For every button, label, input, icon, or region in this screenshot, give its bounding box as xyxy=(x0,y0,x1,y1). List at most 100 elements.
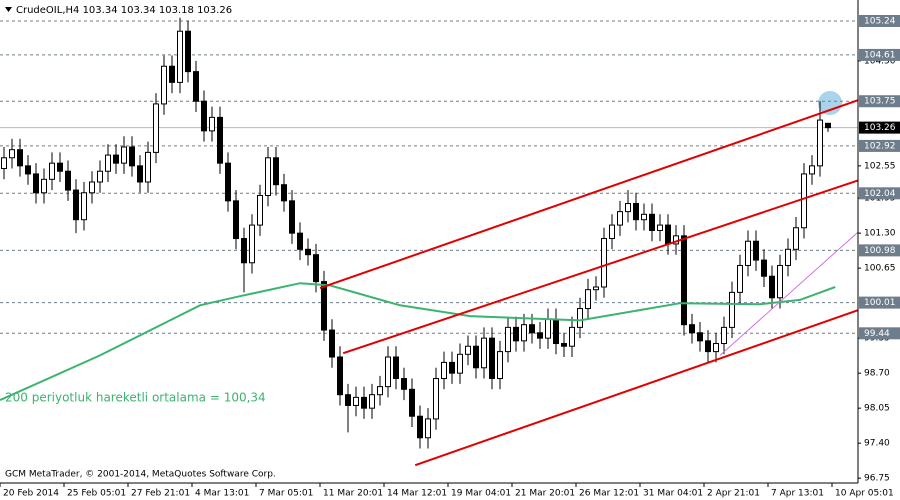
candle-body xyxy=(121,146,127,164)
level-label-box xyxy=(859,95,900,108)
candle-body xyxy=(777,264,783,299)
candle-body xyxy=(809,165,815,175)
candle-body xyxy=(385,356,391,388)
candle-body xyxy=(257,194,263,226)
candle-body xyxy=(337,356,343,396)
candle-body xyxy=(113,154,119,164)
candle-body xyxy=(817,119,823,167)
candle-body xyxy=(609,224,615,240)
trend-line xyxy=(319,99,859,290)
moving-average xyxy=(0,282,836,402)
candle-body xyxy=(529,324,535,334)
candle-body xyxy=(185,30,191,73)
candle-body xyxy=(153,103,159,153)
candle-body xyxy=(129,146,135,167)
candle-body xyxy=(57,162,63,172)
candle-body xyxy=(825,122,831,129)
x-tick-label: 20 Feb 2014 xyxy=(3,489,59,499)
candle-body xyxy=(145,151,151,183)
x-tick-label: 26 Mar 12:01 xyxy=(579,489,639,499)
level-label-box xyxy=(859,327,900,340)
candle-body xyxy=(1,157,7,170)
level-label-box xyxy=(859,48,900,61)
candle-body xyxy=(201,100,207,132)
candle-body xyxy=(97,170,103,183)
candle-body xyxy=(305,248,311,256)
candle-body xyxy=(353,396,359,406)
candle-body xyxy=(585,289,591,310)
y-tick-label: 100.65 xyxy=(864,264,896,274)
candle-body xyxy=(393,356,399,380)
candle-body xyxy=(81,192,87,221)
candle-body xyxy=(753,240,759,261)
level-label: 99.44 xyxy=(864,329,890,339)
candle-body xyxy=(689,324,695,334)
candle-body xyxy=(601,238,607,288)
level-label: 102.04 xyxy=(864,189,896,199)
candle-body xyxy=(9,149,15,159)
candle-body xyxy=(649,213,655,231)
candle-body xyxy=(513,326,519,342)
candle-body xyxy=(361,396,367,409)
candle-body xyxy=(473,345,479,369)
candle-body xyxy=(25,165,31,175)
candle-body xyxy=(177,30,183,83)
candle-body xyxy=(713,343,719,353)
candle-body xyxy=(457,353,463,374)
x-tick-label: 11 Mar 20:01 xyxy=(323,489,383,499)
candle-body xyxy=(297,232,303,250)
candle-body xyxy=(633,203,639,221)
y-tick-label: 96.75 xyxy=(864,474,890,484)
candle-body xyxy=(745,240,751,266)
x-tick-label: 14 Mar 12:01 xyxy=(387,489,447,499)
y-tick-label: 98.05 xyxy=(864,404,890,414)
candle-body xyxy=(369,394,375,409)
candle-body xyxy=(497,351,503,380)
candle-body xyxy=(625,203,631,213)
trend-line xyxy=(414,309,859,467)
candle-body xyxy=(665,224,671,245)
level-label: 104.61 xyxy=(864,50,896,60)
level-label-box xyxy=(859,296,900,309)
candle-body xyxy=(169,65,175,83)
trend-line xyxy=(342,179,859,355)
level-label: 102.92 xyxy=(864,141,896,151)
candle-body xyxy=(481,337,487,369)
candle-body xyxy=(273,157,279,186)
x-tick-label: 21 Mar 20:01 xyxy=(515,489,575,499)
candle-body xyxy=(641,213,647,221)
candle-body xyxy=(161,65,167,105)
level-label-box xyxy=(859,139,900,152)
candle-body xyxy=(553,318,559,345)
candle-body xyxy=(105,154,111,172)
candle-body xyxy=(569,326,575,347)
last-price-box xyxy=(859,121,900,134)
candle-body xyxy=(209,116,215,132)
candle-body xyxy=(137,165,143,183)
level-label-box xyxy=(859,15,900,27)
candle-body xyxy=(769,275,775,299)
y-tick-label: 97.40 xyxy=(864,439,890,449)
level-label-box xyxy=(859,187,900,200)
candle-body xyxy=(345,394,351,406)
x-tick-label: 25 Feb 05:01 xyxy=(67,489,126,499)
x-tick-label: 7 Mar 05:01 xyxy=(259,489,313,499)
candle-body xyxy=(681,235,687,326)
annotation: 200 periyotluk hareketli ortalama = 100,… xyxy=(5,391,266,405)
candle-body xyxy=(441,361,447,380)
chart-title: CrudeOIL,H4 103.34 103.34 103.18 103.26 xyxy=(16,5,232,16)
highlight-circle xyxy=(818,91,842,115)
candle-body xyxy=(409,388,415,417)
candle-body xyxy=(377,386,383,396)
candle-body xyxy=(313,254,319,283)
candle-body xyxy=(225,162,231,202)
candle-body xyxy=(737,264,743,293)
trend-line xyxy=(719,231,859,356)
candle-body xyxy=(489,337,495,380)
candle-body xyxy=(17,149,23,167)
candle-body xyxy=(577,308,583,328)
copyright: GCM MetaTrader, © 2001-2014, MetaQuotes … xyxy=(5,470,276,480)
candle-body xyxy=(561,343,567,347)
level-label: 100.98 xyxy=(864,246,896,256)
